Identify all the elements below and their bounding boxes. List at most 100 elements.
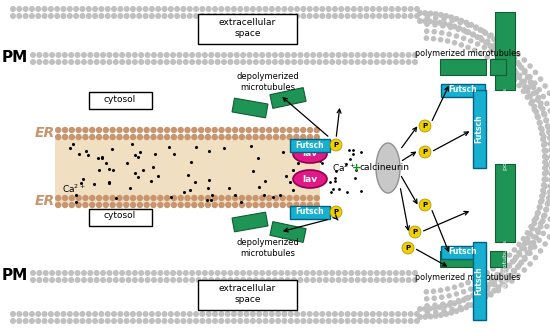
Circle shape (269, 318, 275, 324)
Point (164, 144, 173, 149)
Circle shape (151, 277, 157, 283)
Circle shape (338, 318, 344, 324)
Circle shape (540, 106, 546, 112)
Point (65, 146, 74, 151)
Circle shape (490, 58, 496, 64)
Circle shape (432, 22, 438, 28)
Circle shape (245, 195, 252, 201)
Circle shape (310, 277, 316, 283)
Circle shape (206, 318, 212, 324)
Circle shape (259, 134, 266, 140)
Circle shape (374, 277, 380, 283)
Text: cytosol: cytosol (104, 94, 136, 104)
Circle shape (492, 43, 497, 48)
Circle shape (481, 45, 487, 50)
Circle shape (512, 55, 517, 62)
Circle shape (300, 127, 306, 133)
Circle shape (547, 135, 550, 141)
Circle shape (499, 271, 505, 277)
Circle shape (136, 13, 142, 19)
Point (350, 175, 359, 181)
Circle shape (406, 270, 411, 276)
Circle shape (56, 277, 62, 283)
Circle shape (541, 182, 547, 188)
Point (341, 162, 350, 167)
Circle shape (314, 195, 320, 201)
Circle shape (521, 236, 526, 242)
Circle shape (218, 127, 225, 133)
Circle shape (232, 134, 238, 140)
Circle shape (314, 202, 320, 208)
Circle shape (525, 236, 530, 242)
Circle shape (414, 6, 420, 12)
Circle shape (387, 52, 393, 58)
Circle shape (113, 277, 119, 283)
Point (170, 151, 179, 157)
Circle shape (245, 134, 252, 140)
Circle shape (162, 311, 168, 317)
Point (230, 192, 239, 197)
Circle shape (164, 59, 170, 65)
Circle shape (461, 27, 467, 33)
Point (72, 199, 80, 204)
Circle shape (422, 10, 428, 16)
Circle shape (542, 241, 548, 247)
Circle shape (320, 318, 325, 324)
Point (317, 153, 326, 159)
Circle shape (150, 202, 157, 208)
Circle shape (272, 59, 278, 65)
Point (69, 142, 78, 147)
Circle shape (29, 311, 35, 317)
Circle shape (75, 59, 80, 65)
Circle shape (62, 195, 68, 201)
Circle shape (508, 273, 514, 279)
Circle shape (542, 213, 548, 218)
Circle shape (202, 270, 208, 276)
Circle shape (506, 62, 512, 68)
Circle shape (69, 127, 75, 133)
Circle shape (144, 202, 150, 208)
Circle shape (538, 224, 543, 230)
Circle shape (417, 306, 423, 312)
Circle shape (326, 318, 332, 324)
Circle shape (94, 59, 100, 65)
Circle shape (234, 277, 240, 283)
Circle shape (517, 252, 522, 257)
Circle shape (291, 52, 297, 58)
Circle shape (532, 80, 537, 86)
Circle shape (481, 296, 486, 301)
Circle shape (342, 270, 348, 276)
Circle shape (189, 52, 195, 58)
Circle shape (177, 270, 183, 276)
Circle shape (253, 277, 259, 283)
Bar (490, 59, 506, 75)
Circle shape (43, 277, 49, 283)
Circle shape (266, 195, 272, 201)
Circle shape (124, 13, 130, 19)
Circle shape (463, 296, 469, 301)
Circle shape (183, 277, 189, 283)
Circle shape (49, 270, 55, 276)
Circle shape (364, 311, 370, 317)
Circle shape (100, 52, 106, 58)
Bar (495, 12, 515, 90)
FancyBboxPatch shape (198, 280, 297, 310)
Circle shape (252, 195, 258, 201)
Circle shape (170, 127, 177, 133)
Circle shape (285, 52, 290, 58)
Circle shape (512, 67, 517, 73)
Circle shape (496, 288, 501, 293)
Circle shape (104, 318, 111, 324)
Circle shape (198, 134, 204, 140)
Circle shape (475, 283, 480, 289)
Circle shape (199, 311, 205, 317)
Circle shape (214, 59, 221, 65)
Circle shape (155, 6, 161, 12)
Circle shape (87, 52, 94, 58)
Circle shape (539, 131, 545, 137)
Circle shape (55, 134, 62, 140)
Circle shape (336, 59, 342, 65)
Circle shape (82, 202, 89, 208)
Circle shape (162, 13, 168, 19)
Circle shape (387, 270, 393, 276)
